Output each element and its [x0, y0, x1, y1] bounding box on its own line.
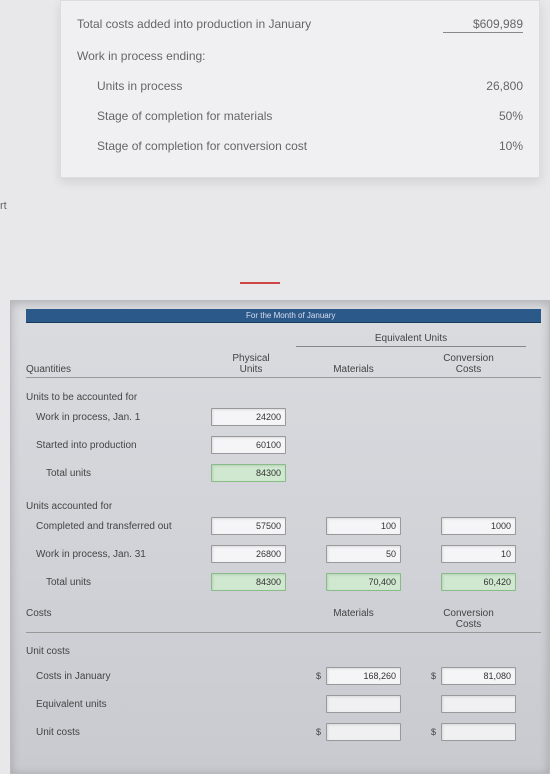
summary-row: Total costs added into production in Jan…: [77, 9, 523, 41]
input-cell[interactable]: 81,080: [441, 667, 516, 685]
input-cell[interactable]: [326, 695, 401, 713]
row-label: Unit costs: [26, 646, 206, 657]
tab-label: For the Month of January: [246, 311, 335, 320]
input-cell[interactable]: 10: [441, 545, 516, 563]
row-label: Work in process, Jan. 1: [26, 412, 206, 423]
data-row: Work in process, Jan. 1 24200: [26, 403, 541, 431]
data-row: Costs in January $168,260 $81,080: [26, 662, 541, 690]
data-row: Unit costs: [26, 641, 541, 662]
input-cell[interactable]: 26800: [211, 545, 286, 563]
data-row: Unit costs $ $: [26, 718, 541, 746]
header-conversion: Conversion Costs: [411, 353, 526, 375]
costs-section: Unit costs Costs in January $168,260 $81,08…: [26, 641, 541, 746]
summary-value: 26,800: [443, 79, 523, 93]
header-physical: Physical Units: [206, 353, 296, 375]
summary-label: Stage of completion for conversion cost: [77, 139, 443, 153]
summary-row: Work in process ending:: [77, 41, 523, 71]
data-row: Equivalent units: [26, 690, 541, 718]
summary-label: Total costs added into production in Jan…: [77, 17, 443, 33]
data-row: Work in process, Jan. 31 26800 50 10: [26, 540, 541, 568]
summary-label: Units in process: [77, 79, 443, 93]
input-cell[interactable]: 60,420: [441, 573, 516, 591]
input-cell[interactable]: 70,400: [326, 573, 401, 591]
section-title: Units accounted for: [26, 501, 541, 512]
input-cell[interactable]: 60100: [211, 436, 286, 454]
summary-row: Stage of completion for materials50%: [77, 101, 523, 131]
input-cell[interactable]: 168,260: [326, 667, 401, 685]
data-row: Completed and transferred out 57500 100 100…: [26, 512, 541, 540]
spreadsheet-panel: For the Month of January Equivalent Unit…: [10, 300, 550, 774]
equivalent-units-header: Equivalent Units: [296, 333, 526, 347]
header-conversion-2: Conversion Costs: [411, 608, 526, 630]
row-label: Work in process, Jan. 31: [26, 549, 206, 560]
row-label: Costs in January: [26, 671, 206, 682]
data-row: Started into production 60100: [26, 431, 541, 459]
input-cell[interactable]: 100: [326, 517, 401, 535]
dollar-sign: $: [313, 727, 321, 737]
input-cell[interactable]: [326, 723, 401, 741]
dollar-sign: $: [428, 671, 436, 681]
row-label: Total units: [26, 577, 206, 588]
input-cell[interactable]: [441, 723, 516, 741]
header-materials-2: Materials: [296, 608, 411, 630]
dollar-sign: $: [428, 727, 436, 737]
side-marker: rt: [0, 200, 7, 212]
summary-value: 10%: [443, 139, 523, 153]
row-label: Total units: [26, 468, 206, 479]
row-label: Equivalent units: [26, 699, 206, 710]
summary-label: Stage of completion for materials: [77, 109, 443, 123]
summary-row: Stage of completion for conversion cost1…: [77, 131, 523, 161]
row-label: Unit costs: [26, 727, 206, 738]
input-cell[interactable]: 1000: [441, 517, 516, 535]
summary-value: 50%: [443, 109, 523, 123]
data-row: Total units 84300 70,400 60,420: [26, 568, 541, 596]
input-cell[interactable]: 24200: [211, 408, 286, 426]
summary-label: Work in process ending:: [77, 49, 523, 63]
input-cell[interactable]: 84300: [211, 573, 286, 591]
column-headers: Quantities Physical Units Materials Conv…: [26, 353, 541, 378]
input-cell[interactable]: 57500: [211, 517, 286, 535]
input-cell[interactable]: 84300: [211, 464, 286, 482]
section-title: Units to be accounted for: [26, 392, 541, 403]
header-quantities: Quantities: [26, 364, 206, 375]
row-label: Completed and transferred out: [26, 521, 206, 532]
row-label: Started into production: [26, 440, 206, 451]
quantities-section: Units to be accounted forWork in process…: [26, 392, 541, 596]
costs-header-row: Costs Materials Conversion Costs: [26, 608, 541, 633]
dollar-sign: $: [313, 671, 321, 681]
summary-row: Units in process26,800: [77, 71, 523, 101]
sheet-tab-bar: For the Month of January: [26, 309, 541, 323]
wip-summary-panel: Total costs added into production in Jan…: [60, 0, 540, 178]
input-cell[interactable]: [441, 695, 516, 713]
data-row: Total units 84300: [26, 459, 541, 487]
summary-value: $609,989: [443, 17, 523, 33]
header-costs: Costs: [26, 608, 206, 630]
header-materials: Materials: [296, 364, 411, 375]
decorative-line: [240, 282, 280, 284]
input-cell[interactable]: 50: [326, 545, 401, 563]
